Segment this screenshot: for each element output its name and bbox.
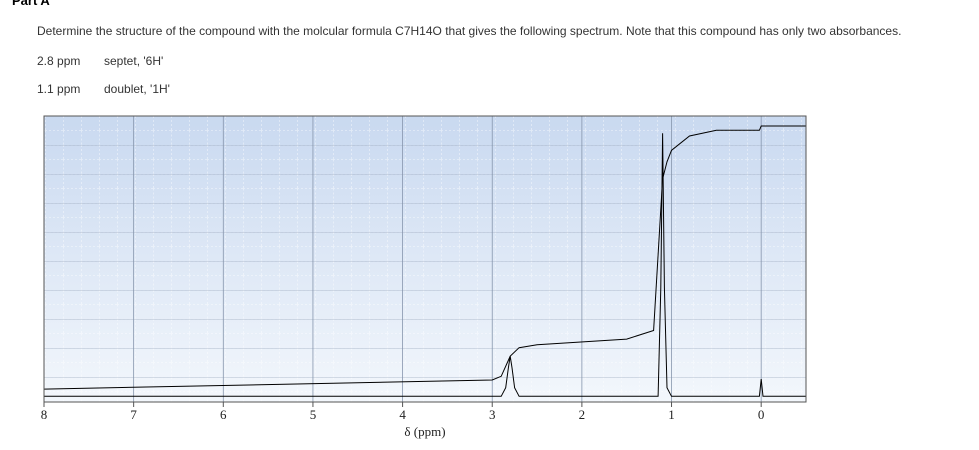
x-tick-label: 7 — [130, 407, 137, 422]
spectrum-line — [43, 125, 806, 390]
spectrum-line — [44, 133, 806, 397]
x-tick-label: 5 — [310, 407, 317, 422]
peak-shift: 1.1 ppm — [37, 82, 81, 96]
x-tick-label: 4 — [399, 407, 406, 422]
x-tick-label: 8 — [41, 407, 48, 422]
peak-desc: septet, '6H' — [104, 54, 164, 68]
x-tick-label: 2 — [579, 407, 586, 422]
x-tick-label: 3 — [489, 407, 496, 422]
peak-desc: doublet, '1H' — [104, 82, 170, 96]
peak-shift: 2.8 ppm — [37, 54, 81, 68]
question: Determine the structure of the compound … — [37, 24, 902, 38]
x-tick-label: 6 — [220, 407, 227, 422]
part-title: Part A — [12, 0, 50, 8]
x-tick-label: 1 — [668, 407, 675, 422]
horizontal-grid — [44, 116, 806, 402]
x-tick-label: 0 — [758, 407, 765, 422]
x-axis-label: δ (ppm) — [404, 424, 445, 439]
plot-frame — [43, 115, 807, 403]
